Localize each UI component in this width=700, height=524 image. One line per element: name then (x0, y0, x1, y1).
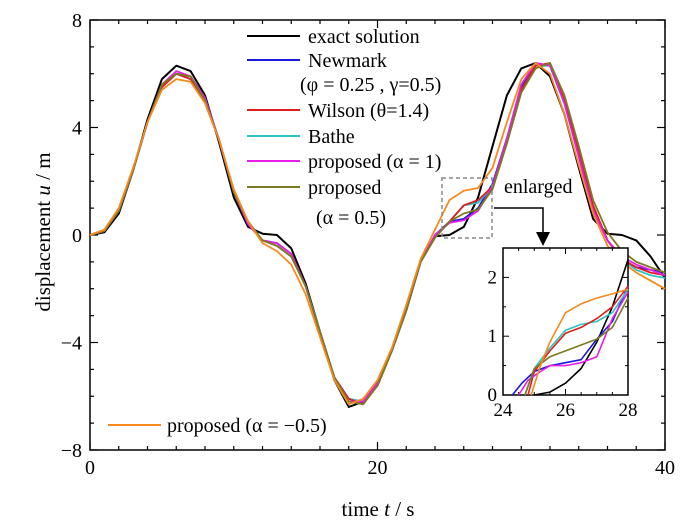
inset-series-line-wilson (527, 285, 629, 396)
inset-series-line-proposedneg (530, 288, 629, 396)
inset-y-tick-label: 2 (488, 267, 498, 288)
legend-label-wilson: Wilson (θ=1.4) (308, 100, 429, 122)
legend-label-proposedneg: proposed (α = −0.5) (167, 415, 327, 437)
y-axis-title-prefix: displacement (31, 196, 55, 312)
inset-series-lines (511, 259, 629, 396)
y-tick-label: −4 (61, 333, 82, 355)
x-axis-variable: t (384, 497, 391, 521)
inset-plot-area (502, 247, 629, 396)
zoom-region-box (441, 177, 493, 239)
inset-y-tick-label: 1 (488, 326, 498, 347)
y-tick-label: 0 (72, 225, 82, 247)
legend-label-newmark-params: (φ = 0.25 , γ=0.5) (300, 74, 441, 96)
y-axis-unit: / m (31, 152, 55, 185)
legend-label-proposed1: proposed (α = 1) (308, 151, 441, 173)
y-axis-variable: u (31, 185, 55, 196)
enlarged-arrow-head (536, 232, 550, 246)
x-axis-unit: / s (390, 497, 415, 521)
inset-x-tick-label: 24 (494, 400, 514, 421)
main-axis-ticks (89, 19, 666, 451)
series-line-proposedneg (89, 62, 666, 406)
inset-x-tick-label: 28 (619, 400, 638, 421)
x-axis-title: time t / s (342, 497, 415, 521)
inset-y-tick-label: 0 (488, 385, 498, 406)
x-axis-title-prefix: time (342, 497, 385, 521)
series-line-proposed05 (89, 62, 666, 406)
inset-x-tick-label: 26 (556, 400, 575, 421)
legend-label-exact: exact solution (308, 26, 420, 48)
inset-series-line-newmark (511, 285, 629, 396)
y-tick-label: 4 (72, 118, 82, 140)
legend-label-proposed05-param: (α = 0.5) (316, 207, 386, 229)
legend-label-newmark: Newmark (308, 50, 387, 72)
legend-label-proposed05: proposed (308, 177, 381, 199)
y-tick-label: 8 (72, 10, 82, 32)
legend: exact solution Newmark (φ = 0.25 , γ=0.5… (108, 26, 441, 437)
x-tick-label: 20 (368, 457, 388, 479)
legend-label-bathe: Bathe (308, 126, 355, 148)
inset-series-line-bathe (524, 288, 629, 396)
y-axis-title: displacement u / m (31, 152, 55, 311)
enlarged-annotation: enlarged (504, 176, 573, 198)
inset-series-line-proposed05 (524, 297, 629, 396)
x-tick-label: 0 (85, 457, 95, 479)
inset-tick-labels: 24 26 28 0 1 2 (488, 267, 638, 421)
y-tick-label: −8 (61, 440, 82, 462)
x-tick-label: 40 (655, 457, 675, 479)
inset-frame (502, 247, 629, 396)
enlarged-arrow-line (494, 207, 544, 236)
main-series-lines (89, 62, 666, 408)
